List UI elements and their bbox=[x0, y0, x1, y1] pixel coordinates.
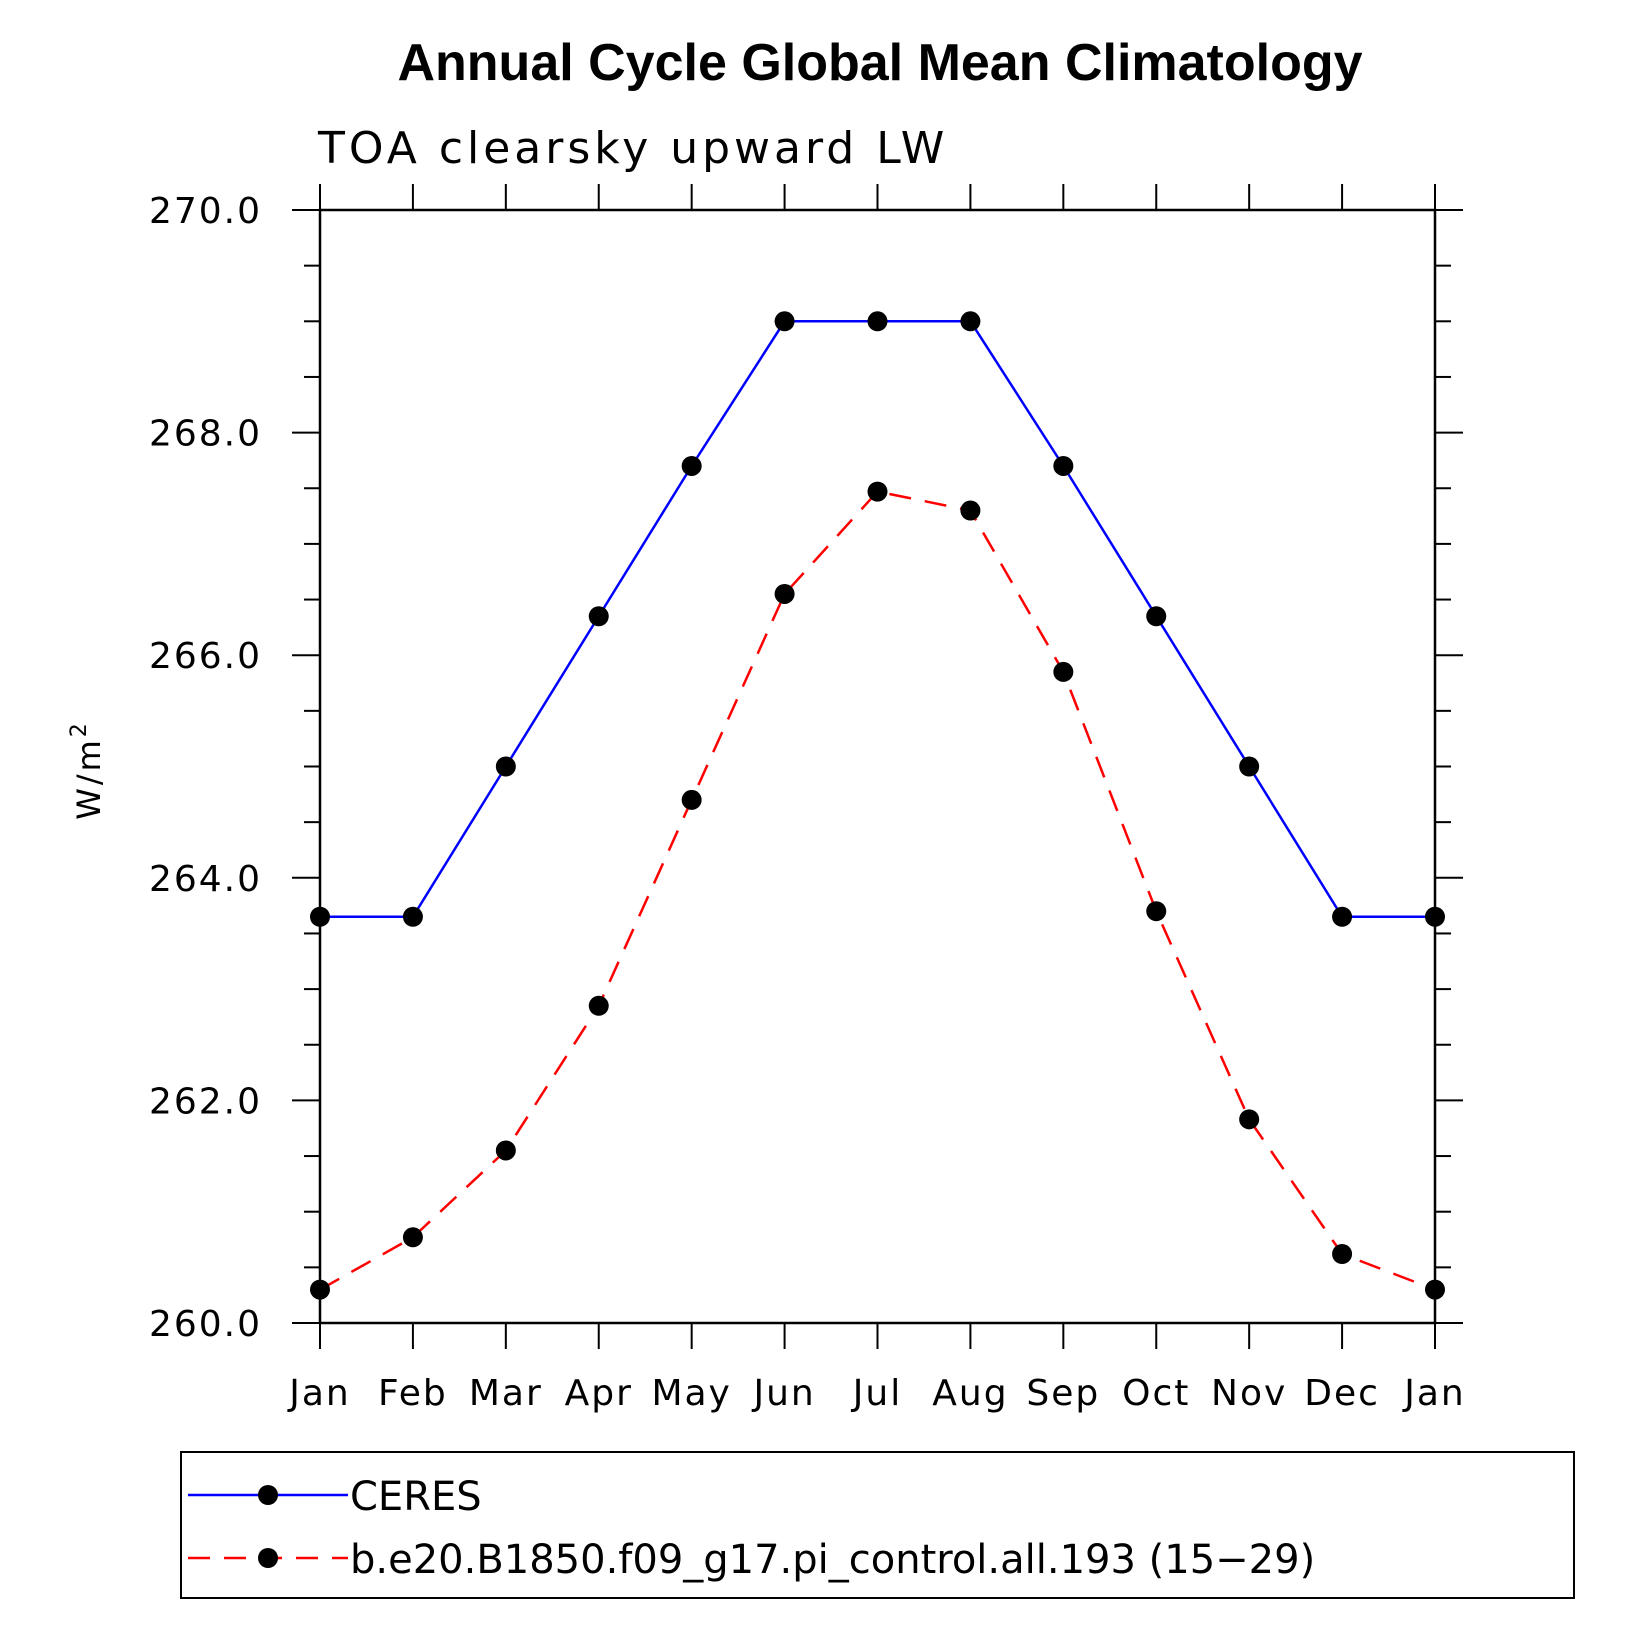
x-tick-label: Jan bbox=[1402, 1373, 1466, 1414]
series-0 bbox=[310, 311, 1445, 927]
data-point bbox=[1053, 455, 1074, 476]
x-tick-label: Mar bbox=[469, 1373, 543, 1414]
data-point bbox=[1053, 661, 1074, 682]
y-axis-label: W/m2 bbox=[67, 720, 108, 820]
x-axis-ticks: Jan Feb Mar Apr May Jun Jul Aug Sep Oct Nov Dec Jan bbox=[287, 184, 1466, 1414]
axes bbox=[318, 208, 1437, 1325]
y-tick-label: 264.0 bbox=[149, 859, 262, 900]
data-point bbox=[402, 906, 423, 927]
series-1 bbox=[310, 481, 1445, 1300]
data-point bbox=[310, 1279, 330, 1300]
data-point bbox=[310, 906, 330, 927]
data-point bbox=[1425, 906, 1445, 927]
chart-title: Annual Cycle Global Mean Climatology bbox=[397, 34, 1362, 92]
y-tick-label: 262.0 bbox=[149, 1081, 262, 1122]
series-layer bbox=[310, 311, 1445, 1300]
legend-marker-ceres bbox=[258, 1485, 278, 1505]
x-tick-label: Sep bbox=[1026, 1373, 1100, 1414]
series-line-1 bbox=[319, 490, 1436, 1291]
data-point bbox=[960, 500, 981, 521]
plot-frame bbox=[318, 208, 1437, 1325]
data-point bbox=[495, 756, 516, 777]
legend-marker-model bbox=[258, 1548, 278, 1568]
y-tick-label: 268.0 bbox=[149, 414, 262, 455]
y-axis-label-superscript: 2 bbox=[67, 720, 92, 737]
data-point bbox=[1332, 1243, 1353, 1264]
data-point bbox=[681, 455, 702, 476]
x-tick-label: Feb bbox=[378, 1373, 448, 1414]
legend-label-model: b.e20.B1850.f09_g17.pi_control.all.193 (… bbox=[350, 1537, 1315, 1583]
data-point bbox=[774, 583, 795, 604]
y-tick-label: 266.0 bbox=[149, 636, 262, 677]
x-tick-label: Dec bbox=[1304, 1373, 1380, 1414]
data-point bbox=[1332, 906, 1353, 927]
series-line-0 bbox=[320, 320, 1435, 919]
data-point bbox=[960, 311, 981, 332]
x-tick-label: Apr bbox=[565, 1373, 633, 1414]
x-tick-label: Oct bbox=[1122, 1373, 1190, 1414]
data-point bbox=[1146, 606, 1167, 627]
x-tick-label: Jun bbox=[751, 1373, 815, 1414]
x-tick-label: Jan bbox=[287, 1373, 351, 1414]
data-point bbox=[1239, 1109, 1260, 1130]
x-tick-label: Nov bbox=[1211, 1373, 1287, 1414]
data-point bbox=[588, 995, 609, 1016]
data-point bbox=[681, 789, 702, 810]
legend-label-ceres: CERES bbox=[350, 1474, 482, 1520]
legend: CERES b.e20.B1850.f09_g17.pi_control.all… bbox=[180, 1451, 1575, 1599]
data-point bbox=[867, 481, 888, 502]
x-tick-label: May bbox=[651, 1373, 731, 1414]
y-axis-ticks: 260.0 262.0 264.0 266.0 268.0 270.0 bbox=[149, 191, 1463, 1345]
data-point bbox=[1146, 901, 1167, 922]
x-tick-label: Jul bbox=[851, 1373, 902, 1414]
data-point bbox=[774, 311, 795, 332]
y-tick-label: 270.0 bbox=[149, 191, 262, 232]
data-point bbox=[588, 606, 609, 627]
x-tick-label: Aug bbox=[932, 1373, 1008, 1414]
chart-subtitle: TOA clearsky upward LW bbox=[317, 123, 948, 174]
data-point bbox=[402, 1227, 423, 1248]
legend-box bbox=[180, 1451, 1575, 1599]
y-tick-label: 260.0 bbox=[149, 1304, 262, 1345]
data-point bbox=[867, 311, 888, 332]
data-point bbox=[1239, 756, 1260, 777]
data-point bbox=[495, 1140, 516, 1161]
data-point bbox=[1425, 1279, 1445, 1300]
